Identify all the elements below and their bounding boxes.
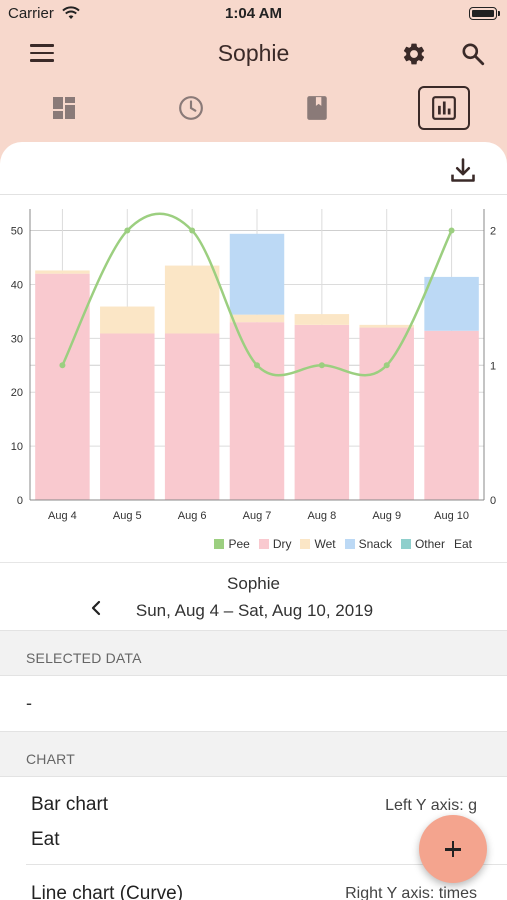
wifi-icon bbox=[62, 6, 80, 19]
x-tick-label: Aug 4 bbox=[48, 510, 77, 522]
section-header-selected: SELECTED DATA bbox=[0, 630, 507, 676]
x-tick-label: Aug 8 bbox=[307, 510, 336, 522]
y-tick-label-left: 10 bbox=[11, 441, 23, 453]
line-point-pee bbox=[59, 362, 66, 369]
y-tick-label-right: 0 bbox=[490, 495, 496, 507]
selected-value: - bbox=[26, 693, 32, 713]
bar-wet bbox=[35, 270, 90, 274]
download-icon[interactable] bbox=[449, 156, 477, 184]
legend-item-pee: Pee bbox=[214, 537, 250, 551]
add-entry-button[interactable] bbox=[419, 815, 487, 883]
line-chart-label: Line chart (Curve) bbox=[31, 883, 184, 900]
x-tick-label: Aug 9 bbox=[372, 510, 401, 522]
legend-swatch bbox=[344, 539, 355, 549]
bar-dry bbox=[164, 333, 220, 500]
legend-label: Dry bbox=[272, 537, 292, 551]
combined-chart[interactable]: 0 10 20 30 40 50 0 1 2 Aug 4 Aug 5 Aug 6 Aug 7 Aug 8 A… bbox=[0, 197, 507, 537]
bar-chart-setting[interactable]: Bar chart Eat Left Y axis: g bbox=[26, 777, 507, 865]
line-chart-axis: Right Y axis: times bbox=[345, 885, 477, 900]
bar-wet bbox=[164, 265, 220, 334]
tab-diary[interactable] bbox=[291, 86, 343, 130]
bar-dry bbox=[229, 322, 285, 500]
bar-wet bbox=[294, 314, 350, 325]
bar-chart-icon bbox=[432, 96, 456, 120]
book-icon bbox=[307, 96, 327, 120]
legend-item-wet: Wet bbox=[300, 537, 336, 551]
tab-bar bbox=[0, 86, 507, 136]
chart-card: 0 10 20 30 40 50 0 1 2 Aug 4 Aug 5 Aug 6 Aug 7 Aug 8 A… bbox=[0, 142, 507, 562]
dashboard-icon bbox=[53, 97, 75, 119]
range-child-name: Sophie bbox=[227, 574, 280, 593]
line-point-pee bbox=[383, 362, 390, 369]
chevron-left-icon[interactable] bbox=[88, 600, 104, 616]
page-title: Sophie bbox=[217, 40, 290, 66]
divider bbox=[0, 194, 507, 195]
y-tick-label-right: 2 bbox=[490, 226, 496, 238]
bar-dry bbox=[294, 324, 350, 500]
x-tick-label: Aug 5 bbox=[113, 510, 142, 522]
line-point-pee bbox=[318, 362, 325, 369]
bar-dry bbox=[100, 333, 155, 500]
legend-item-eat: Eat bbox=[454, 537, 472, 551]
range-dates: Sun, Aug 4 – Sat, Aug 10, 2019 bbox=[135, 601, 374, 620]
battery-icon bbox=[469, 7, 500, 20]
legend-label: Eat bbox=[453, 537, 472, 551]
line-point-pee bbox=[189, 227, 196, 234]
x-tick-label: Aug 10 bbox=[434, 510, 469, 522]
bar-dry bbox=[359, 327, 414, 500]
gear-icon[interactable] bbox=[401, 41, 427, 67]
search-icon[interactable] bbox=[460, 41, 486, 67]
app-header: Sophie bbox=[0, 28, 507, 80]
hamburger-menu-icon[interactable] bbox=[30, 44, 54, 62]
chart-area: 0 10 20 30 40 50 0 1 2 Aug 4 Aug 5 Aug 6 Aug 7 Aug 8 A… bbox=[0, 197, 507, 562]
status-time: 1:04 AM bbox=[225, 5, 282, 22]
bar-dry bbox=[35, 273, 90, 500]
section-title: CHART bbox=[26, 751, 75, 767]
chart-legend: Pee Dry Wet Snack Other Eat bbox=[0, 537, 507, 551]
bar-snack bbox=[424, 276, 479, 331]
line-series-pee bbox=[61, 212, 453, 377]
y-tick-label-right: 1 bbox=[490, 360, 496, 372]
y-tick-label-left: 40 bbox=[11, 279, 23, 291]
bar-wet bbox=[229, 314, 285, 323]
tab-chart[interactable] bbox=[418, 86, 470, 130]
bar-wet bbox=[100, 306, 155, 334]
section-header-chart: CHART bbox=[0, 731, 507, 777]
bar-wet bbox=[359, 324, 414, 328]
legend-swatch bbox=[300, 539, 311, 549]
bar-chart-value: Eat bbox=[31, 829, 60, 850]
line-chart-setting[interactable]: Line chart (Curve) Right Y axis: times bbox=[26, 865, 507, 900]
legend-swatch bbox=[214, 539, 225, 549]
legend-item-dry: Dry bbox=[258, 537, 292, 551]
legend-label: Snack bbox=[358, 537, 392, 551]
status-bar: Carrier 1:04 AM bbox=[0, 0, 507, 28]
date-range-panel: Sophie Sun, Aug 4 – Sat, Aug 10, 2019 bbox=[0, 562, 507, 630]
x-tick-label: Aug 7 bbox=[243, 510, 272, 522]
legend-label: Other bbox=[414, 537, 445, 551]
section-title: SELECTED DATA bbox=[26, 650, 142, 666]
legend-item-other: Other bbox=[400, 537, 445, 551]
y-tick-label-left: 0 bbox=[17, 495, 23, 507]
legend-label: Wet bbox=[314, 537, 336, 551]
bar-chart-label: Bar chart bbox=[31, 794, 109, 815]
y-tick-label-left: 50 bbox=[11, 226, 23, 238]
legend-label: Pee bbox=[228, 537, 250, 551]
legend-swatch bbox=[258, 539, 269, 549]
x-tick-label: Aug 6 bbox=[178, 510, 207, 522]
tab-dashboard[interactable] bbox=[38, 86, 90, 130]
y-tick-label-left: 20 bbox=[11, 387, 23, 399]
legend-swatch bbox=[400, 539, 411, 549]
selected-data-row: - bbox=[0, 676, 507, 731]
legend-item-snack: Snack bbox=[344, 537, 392, 551]
line-point-pee bbox=[124, 227, 131, 234]
line-point-pee bbox=[254, 362, 260, 369]
bar-dry bbox=[424, 330, 479, 500]
bar-snack bbox=[229, 233, 285, 315]
tab-history[interactable] bbox=[165, 86, 217, 130]
clock-icon bbox=[179, 96, 203, 120]
y-tick-label-left: 30 bbox=[11, 333, 23, 345]
carrier-label: Carrier bbox=[8, 5, 54, 22]
line-point-pee bbox=[448, 227, 455, 234]
bar-chart-axis: Left Y axis: g bbox=[385, 797, 477, 814]
